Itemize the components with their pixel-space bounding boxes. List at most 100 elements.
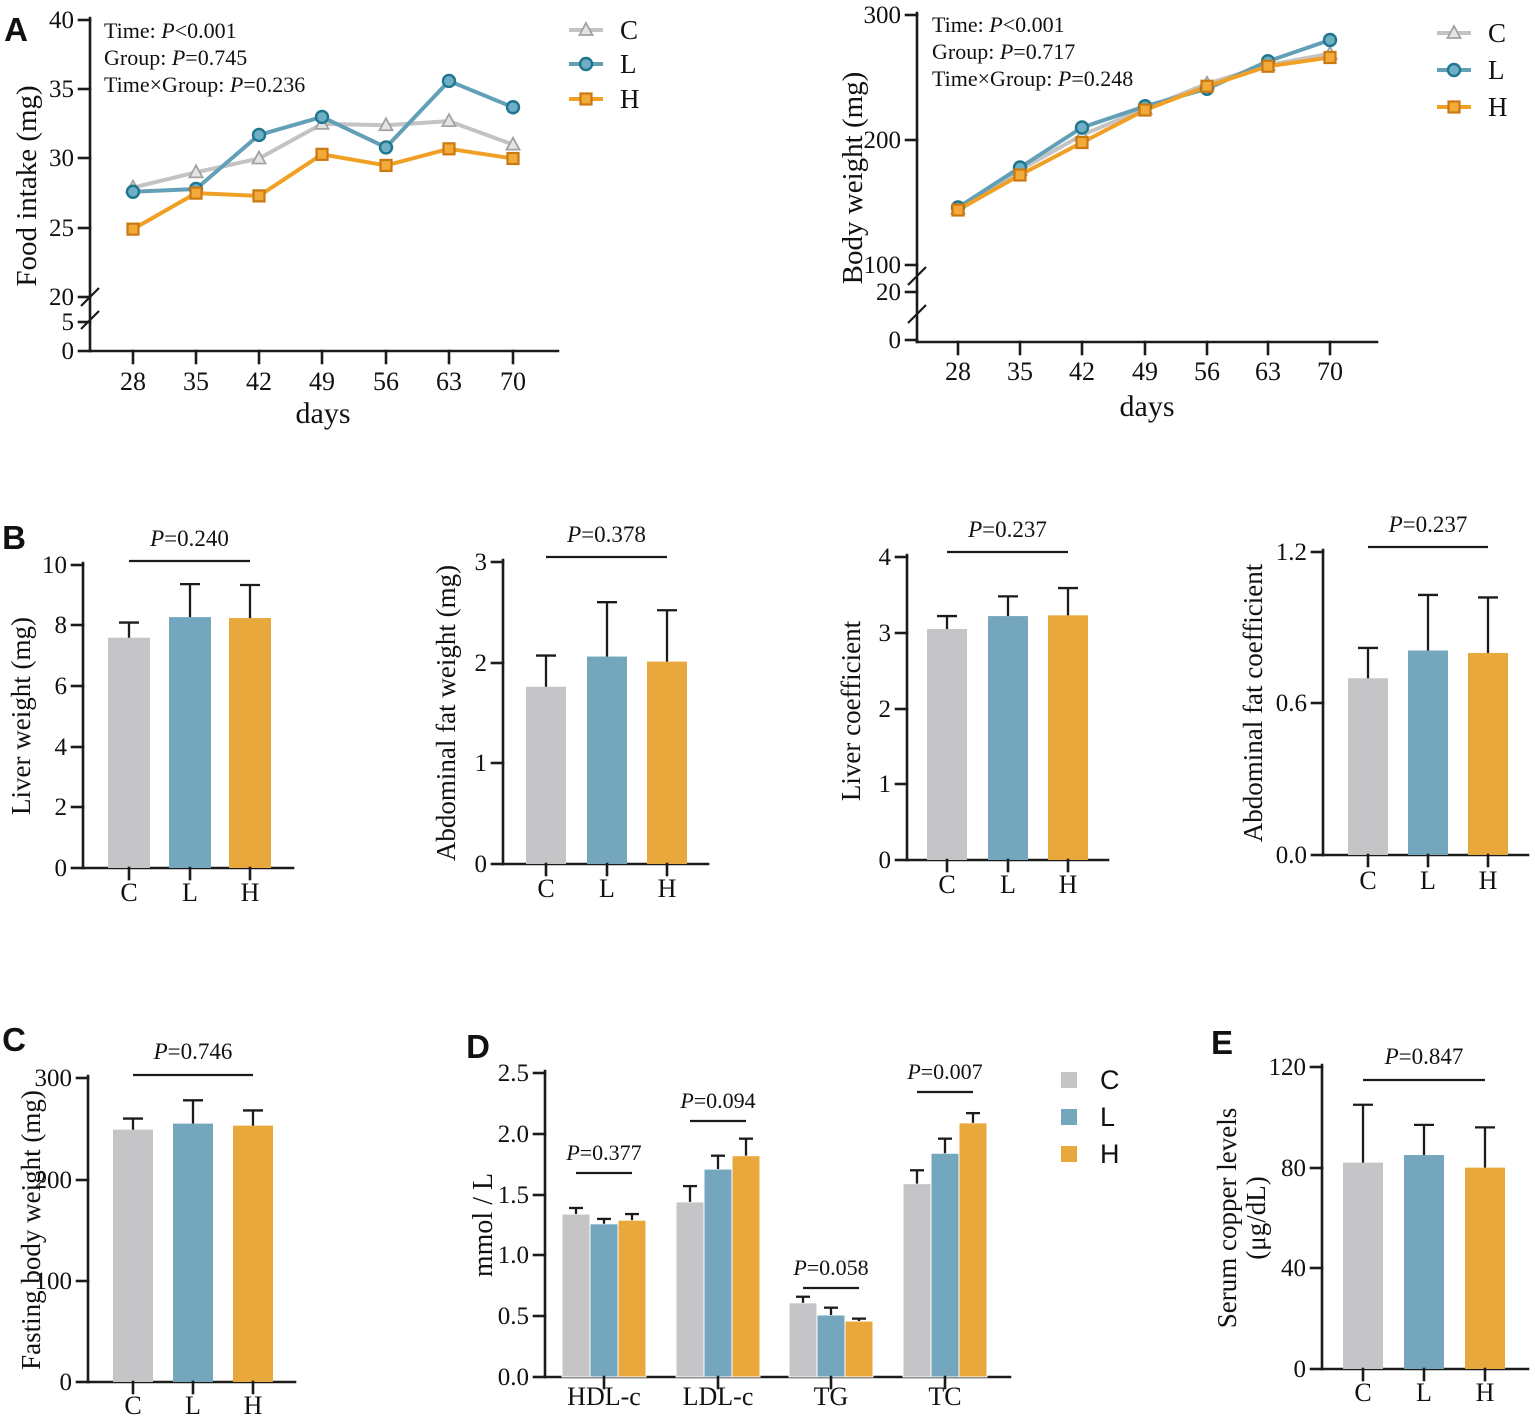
bar-TC-H	[958, 1122, 988, 1378]
x-axis-title: days	[1120, 390, 1175, 423]
x-category-label: C	[1354, 1378, 1371, 1407]
bar-TG-H	[844, 1320, 874, 1378]
x-category-label: L	[1416, 1378, 1432, 1407]
bar-HDL-c-C	[561, 1213, 591, 1378]
axis-break	[907, 266, 927, 286]
x-category-label: H	[1476, 1378, 1495, 1407]
bar-TG-C	[788, 1302, 818, 1378]
bar-H	[647, 661, 687, 864]
legend: CLH	[1437, 18, 1508, 122]
square-marker	[951, 203, 965, 217]
chart-serum-lipids: 2.5 2.0 1.5 1.0 0.5 0.0 HDL-c P=0.377 LDL-c P=0.0…	[468, 1059, 1120, 1411]
chart-liver-coefficient: 4 3 2 1 0 C L H P=0.237 Liver coefficient	[836, 517, 1110, 899]
y-tick-label: 100	[864, 252, 902, 279]
y-tick-label: 0	[62, 338, 75, 365]
x-axis-title: days	[296, 397, 351, 430]
legend-swatch	[1061, 1109, 1077, 1125]
circle-marker	[1446, 62, 1462, 78]
y-axis-title: Liver weight (mg)	[6, 617, 36, 815]
y-tick-label: 200	[864, 127, 902, 154]
y-tick-label: 4	[879, 544, 892, 571]
y-tick-label: 0.0	[1276, 842, 1307, 869]
legend-label: L	[1100, 1102, 1115, 1132]
axis-break	[80, 310, 100, 330]
p-value: P=0.378	[566, 522, 646, 547]
bar-C	[1343, 1162, 1383, 1369]
x-category-label: L	[182, 878, 198, 907]
square-marker	[252, 189, 266, 203]
x-category-label: HDL-c	[567, 1382, 641, 1411]
y-tick-label: 200	[35, 1167, 73, 1194]
stat-annotation: Time×Group: P=0.236	[104, 72, 305, 97]
bar-HDL-c-H	[617, 1219, 647, 1378]
y-tick-label: 3	[475, 549, 488, 576]
y-tick-label: 6	[55, 673, 68, 700]
circle-marker	[578, 56, 594, 72]
bar-H	[233, 1125, 273, 1382]
panel-label-b: B	[2, 519, 26, 556]
y-tick-label: 120	[1269, 1054, 1307, 1081]
y-tick-label: 3	[879, 620, 892, 647]
legend-label: L	[620, 49, 637, 79]
square-marker	[579, 92, 593, 106]
y-tick-label: 2.5	[498, 1060, 529, 1087]
bar-L	[988, 616, 1028, 860]
square-marker	[189, 186, 203, 200]
x-category-label: L	[1420, 866, 1436, 895]
bar-LDL-c-L	[703, 1168, 733, 1378]
p-value: P=0.377	[565, 1140, 641, 1165]
p-value: P=0.847	[1384, 1044, 1464, 1069]
panel-label-a: A	[4, 11, 28, 48]
p-value: P=0.240	[149, 526, 229, 551]
triangle-marker	[187, 163, 205, 179]
stat-annotation: Time×Group: P=0.248	[932, 66, 1133, 91]
legend-label: C	[1100, 1065, 1120, 1095]
y-tick-label: 0.6	[1276, 690, 1307, 717]
y-tick-label: 25	[49, 215, 74, 242]
x-tick-label: 28	[120, 367, 146, 396]
x-category-label: LDL-c	[683, 1382, 754, 1411]
x-category-label: H	[1479, 866, 1498, 895]
stat-annotation: Time: P<0.001	[104, 18, 237, 43]
y-tick-label: 2.0	[498, 1121, 529, 1148]
bar-C	[1348, 678, 1388, 855]
triangle-marker	[377, 116, 395, 132]
square-marker	[1013, 168, 1027, 182]
bar-TC-C	[902, 1183, 932, 1378]
y-tick-label: 1.5	[498, 1182, 529, 1209]
axis-break	[907, 304, 927, 324]
square-marker	[1138, 103, 1152, 117]
bar-H	[229, 618, 271, 868]
legend-label: H	[1100, 1139, 1120, 1169]
y-axis-title: Food intake (mg)	[11, 85, 43, 286]
x-tick-label: 42	[246, 367, 272, 396]
y-tick-label: 300	[864, 2, 902, 29]
x-tick-label: 63	[1255, 357, 1281, 386]
circle-marker	[1322, 32, 1338, 48]
p-value: P=0.007	[906, 1059, 982, 1084]
y-tick-label: 80	[1281, 1155, 1306, 1182]
x-category-label: C	[1359, 866, 1376, 895]
legend: CLH	[1061, 1065, 1120, 1169]
y-tick-label: 0	[889, 327, 902, 354]
x-category-label: H	[1059, 870, 1078, 899]
y-tick-label: 4	[55, 734, 68, 761]
bar-LDL-c-C	[675, 1201, 705, 1378]
circle-marker	[378, 140, 394, 155]
chart-liver-weight: 10 8 6 4 2 0 C L H P=0.240 Liver weight (mg)	[6, 526, 295, 907]
y-axis-title: Fasting body weight (mg)	[16, 1090, 46, 1370]
chart-abdominal-fat-weight: 3 2 1 0 C L H P=0.378 Abdominal fat weight (mg)	[431, 522, 710, 903]
x-tick-label: 49	[309, 367, 335, 396]
y-tick-label: 1	[475, 750, 488, 777]
circle-marker	[251, 127, 267, 143]
x-category-label: C	[124, 1391, 141, 1420]
bar-C	[927, 628, 967, 860]
y-axis-title-2: (μg/dL)	[1241, 1176, 1271, 1259]
y-tick-label: 0	[55, 855, 68, 882]
square-marker	[126, 222, 140, 236]
y-tick-label: 40	[1281, 1255, 1306, 1282]
y-axis-title: Liver coefficient	[836, 620, 866, 801]
y-tick-label: 20	[876, 279, 901, 306]
